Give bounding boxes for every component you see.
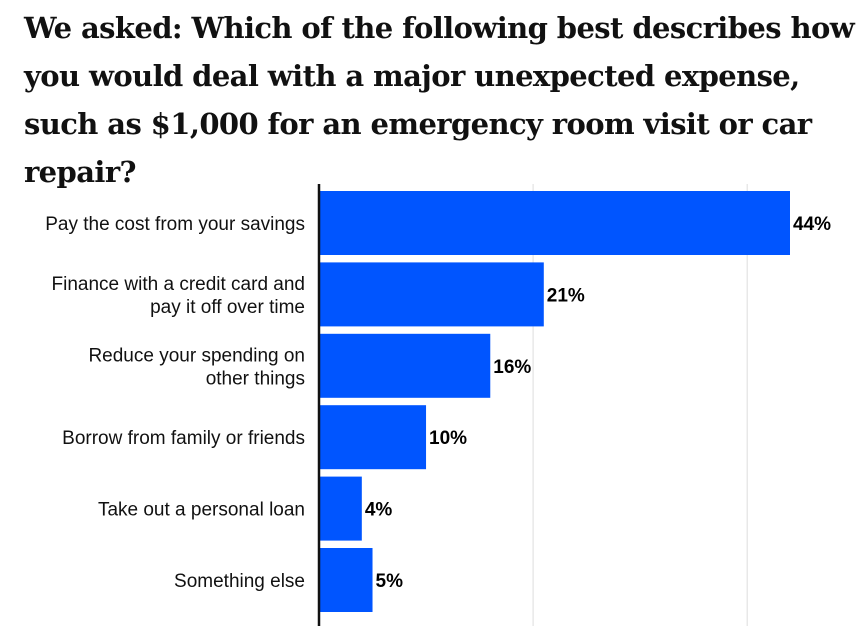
value-label: 16%	[493, 357, 531, 378]
bar	[319, 191, 790, 255]
value-label: 44%	[793, 214, 831, 235]
category-label: Pay the cost from your savings	[45, 214, 305, 235]
chart-title: We asked: Which of the following best de…	[24, 11, 855, 189]
value-label: 21%	[547, 285, 585, 306]
category-label: Something else	[174, 571, 305, 592]
bar	[319, 262, 544, 327]
category-label: Reduce your spending on other things	[88, 345, 305, 389]
bar	[319, 548, 373, 612]
bar	[319, 405, 427, 470]
category-label: Borrow from family or friends	[62, 428, 305, 449]
value-label: 5%	[376, 571, 404, 592]
category-label: Finance with a credit card and pay it off…	[52, 274, 305, 318]
value-label: 10%	[429, 428, 467, 449]
bar	[319, 476, 362, 541]
value-label: 4%	[365, 500, 393, 521]
bar	[319, 333, 491, 398]
category-label: Take out a personal loan	[98, 500, 305, 521]
